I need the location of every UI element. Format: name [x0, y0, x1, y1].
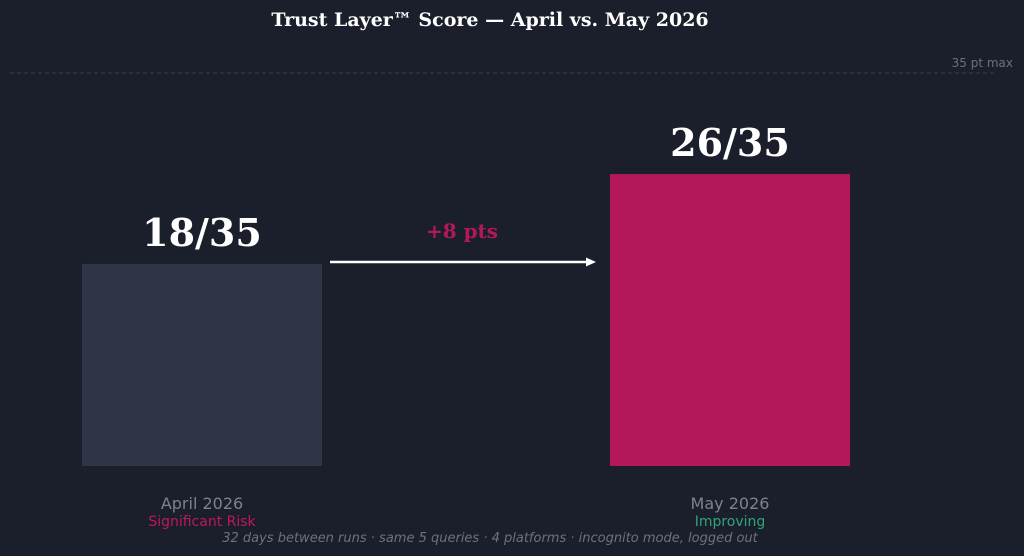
category-label: April 2026 — [161, 494, 243, 513]
category-label: May 2026 — [691, 494, 770, 513]
chart-title: Trust Layer™ Score — April vs. May 2026 — [271, 9, 708, 31]
status-label: Improving — [695, 514, 766, 530]
bar-value-label: 26/35 — [670, 120, 790, 165]
bar-april — [82, 263, 322, 466]
status-label: Significant Risk — [148, 514, 256, 530]
delta-label: +8 pts — [426, 219, 498, 243]
bar-value-label: 18/35 — [142, 210, 262, 255]
footnote: 32 days between runs · same 5 queries · … — [222, 531, 758, 546]
delta-arrow-head — [586, 257, 596, 267]
bar-may — [610, 174, 850, 467]
max-reference-label: 35 pt max — [952, 56, 1013, 70]
